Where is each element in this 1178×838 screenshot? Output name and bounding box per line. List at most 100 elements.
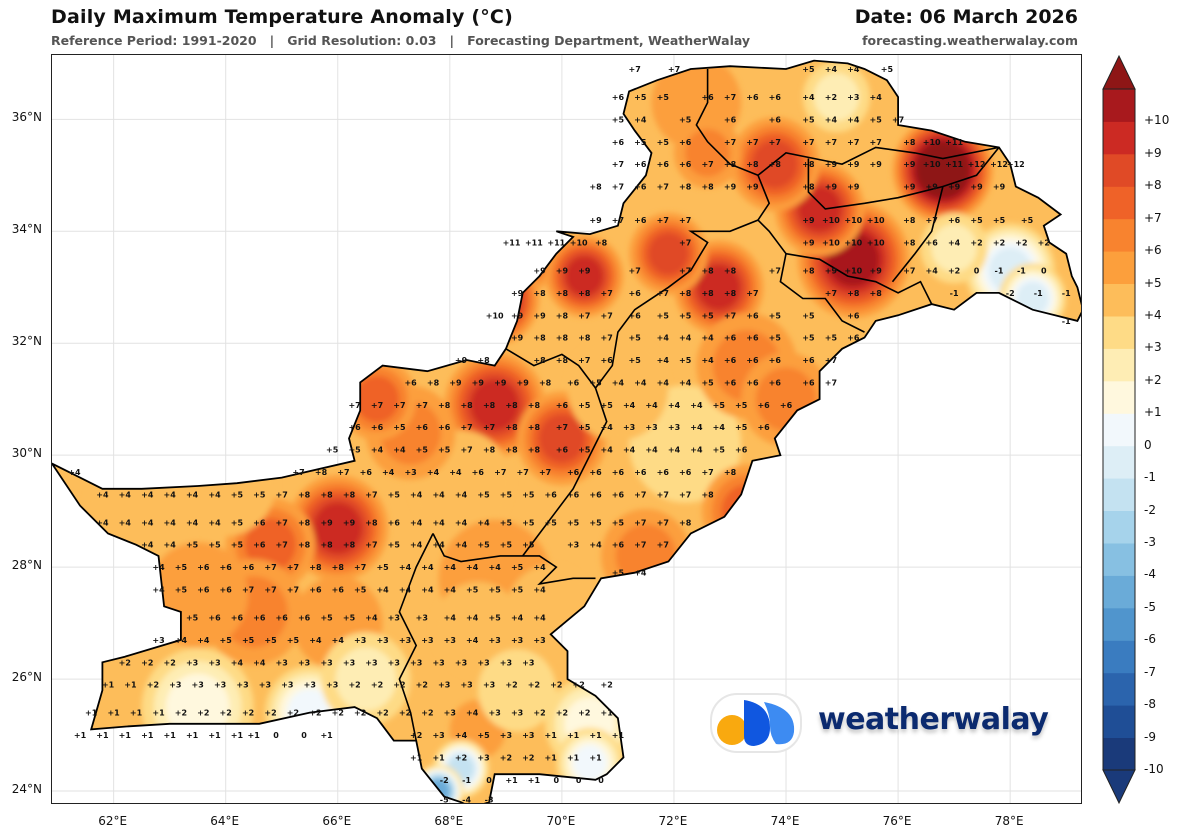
grid-value-label: +5: [393, 423, 406, 432]
grid-value-label: +6: [657, 160, 670, 169]
anomaly-contour: [335, 647, 397, 711]
grid-value-label: 0: [974, 267, 980, 276]
grid-value-label: +5: [679, 115, 692, 124]
grid-value-label: +7: [724, 93, 736, 102]
grid-value-label: +10: [867, 216, 885, 225]
grid-value-label: +3: [500, 731, 512, 740]
grid-value-label: +4: [634, 569, 647, 578]
province-boundary-line: [522, 219, 865, 557]
grid-value-label: +6: [612, 541, 625, 550]
grid-value-label: +6: [556, 401, 569, 410]
grid-value-label: +4: [382, 468, 395, 477]
grid-value-label: +9: [802, 239, 815, 248]
grid-value-label: +5: [287, 636, 300, 645]
grid-value-label: +6: [208, 614, 221, 623]
grid-value-label: +8: [309, 563, 322, 572]
grid-value-label: +4: [197, 636, 210, 645]
grid-value-label: +11: [945, 138, 963, 147]
grid-value-label: +6: [567, 468, 580, 477]
colorbar-tick-label: +7: [1144, 210, 1162, 225]
grid-value-label: +3: [455, 658, 467, 667]
grid-value-label: +8: [724, 468, 737, 477]
grid-value-label: +5: [589, 518, 602, 527]
grid-value-label: +8: [556, 289, 569, 298]
grid-value-label: +7: [612, 160, 624, 169]
country-outline: [52, 59, 1081, 803]
grid-value-label: +9: [825, 267, 838, 276]
grid-value-label: +3: [169, 681, 181, 690]
colorbar-tick-label: -10: [1144, 762, 1164, 776]
grid-value-label: +9: [926, 183, 939, 192]
grid-value-label: +4: [208, 490, 221, 499]
grid-value-label: +6: [545, 490, 558, 499]
grid-value-label: +6: [847, 311, 860, 320]
grid-value-label: +4: [410, 490, 423, 499]
grid-value-label: +10: [867, 239, 885, 248]
grid-value-label: +5: [511, 586, 524, 595]
grid-value-label: +4: [466, 636, 479, 645]
colorbar-tick-label: +3: [1144, 340, 1162, 355]
grid-value-label: +3: [259, 681, 271, 690]
grid-value-label: +9: [455, 356, 468, 365]
grid-value-label: +8: [298, 541, 311, 550]
grid-value-label: +4: [253, 658, 266, 667]
grid-value-label: +5: [253, 490, 266, 499]
grid-value-label: +7: [348, 401, 360, 410]
grid-value-label: +4: [690, 423, 703, 432]
map-subtitle: Reference Period: 1991-2020 | Grid Resol…: [51, 33, 751, 48]
grid-value-label: +6: [769, 378, 782, 387]
grid-value-label: +6: [567, 378, 580, 387]
grid-value-label: +5: [354, 586, 367, 595]
grid-value-label: +5: [522, 518, 535, 527]
grid-value-label: +6: [847, 334, 860, 343]
grid-value-label: +6: [404, 378, 417, 387]
grid-value-label: +5: [578, 446, 591, 455]
grid-value-label: +9: [870, 160, 883, 169]
grid-value-label: +8: [746, 160, 759, 169]
grid-value-label: +8: [701, 490, 714, 499]
anomaly-contour: [567, 335, 669, 441]
grid-value-label: +1: [186, 731, 199, 740]
grid-value-label: +2: [505, 681, 517, 690]
grid-value-label: +5: [701, 311, 714, 320]
grid-value-label: +1: [124, 681, 137, 690]
grid-value-label: +7: [746, 289, 758, 298]
grid-value-label: +3: [365, 658, 377, 667]
grid-value-label: +5: [578, 401, 591, 410]
grid-value-label: +5: [802, 65, 815, 74]
grid-value-label: +4: [511, 614, 524, 623]
grid-value-label: +5: [500, 518, 513, 527]
grid-value-label: +4: [870, 93, 883, 102]
grid-value-label: +10: [923, 160, 941, 169]
grid-value-label: +3: [847, 93, 859, 102]
colorbar-tick-label: +6: [1144, 243, 1162, 258]
grid-value-label: +11: [945, 160, 963, 169]
grid-value-label: +7: [679, 267, 691, 276]
grid-value-label: +3: [444, 636, 456, 645]
grid-value-label: +8: [320, 541, 333, 550]
grid-value-label: +7: [517, 468, 529, 477]
grid-value-label: -2: [440, 776, 449, 785]
grid-value-label: +3: [489, 636, 501, 645]
grid-value-label: +5: [735, 401, 748, 410]
grid-value-label: +7: [679, 490, 691, 499]
grid-value-label: +7: [769, 267, 781, 276]
forecast-date: Date: 06 March 2026: [854, 6, 1078, 28]
grid-value-label: +5: [545, 518, 558, 527]
grid-value-label: +4: [96, 518, 109, 527]
grid-value-label: +6: [416, 423, 429, 432]
grid-value-label: +2: [533, 709, 545, 718]
grid-value-label: +6: [589, 468, 602, 477]
grid-value-label: +5: [208, 541, 221, 550]
grid-value-label: +6: [309, 586, 322, 595]
grid-value-label: +6: [746, 334, 759, 343]
colorbar-segment: [1103, 575, 1135, 609]
grid-value-label: +6: [220, 586, 233, 595]
longitude-tick-label: 66°E: [322, 814, 352, 828]
grid-value-label: +2: [556, 709, 568, 718]
grid-value-label: +6: [612, 138, 625, 147]
grid-value-label: +5: [186, 614, 199, 623]
grid-value-label: +7: [634, 518, 646, 527]
grid-value-label: +5: [477, 490, 490, 499]
grid-value-label: +7: [264, 563, 276, 572]
